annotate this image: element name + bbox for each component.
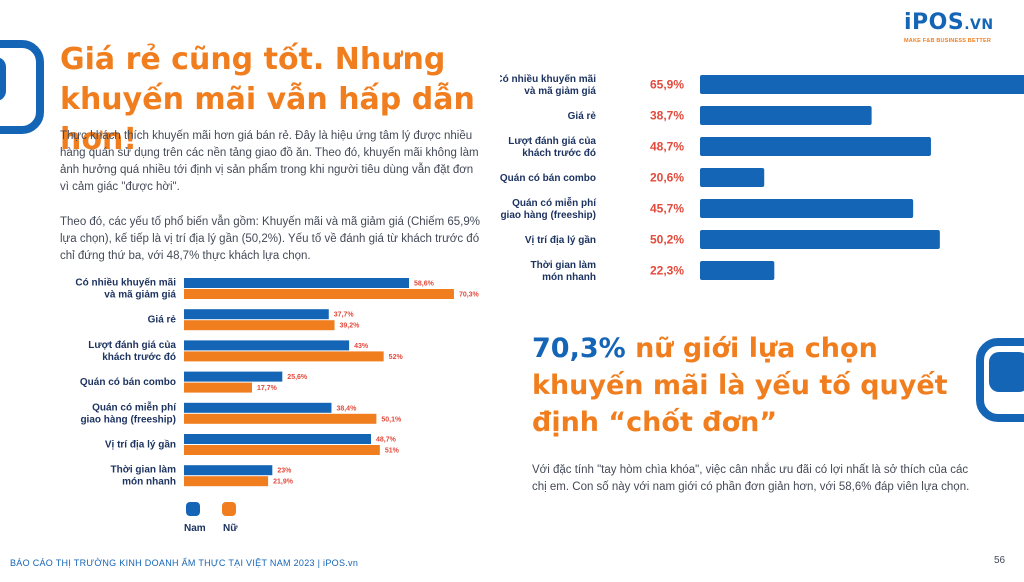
chart2-value-label: 45,7% [650, 202, 684, 216]
chart1-category-label: Lượt đánh giá của [88, 340, 176, 351]
chart2-category-label: khách trước đó [522, 148, 596, 159]
chart2-category-label: Giá rẻ [568, 111, 597, 122]
bar-nam [184, 371, 283, 382]
bar-value-label: 37,7% [334, 312, 355, 319]
bar-overall [700, 137, 931, 156]
bar-value-label: 51% [385, 448, 400, 455]
chart1-category-label: và mã giảm giá [104, 290, 176, 301]
decorative-frame-left [0, 40, 44, 134]
bar-nam [184, 309, 329, 320]
ipos-logo[interactable]: iPOS.VN [904, 10, 994, 35]
chart1-category-label: Quán có bán combo [80, 377, 176, 388]
bar-nu [184, 413, 377, 424]
bar-overall [700, 75, 1024, 94]
chart1-category-label: Giá rẻ [148, 315, 177, 326]
legend-label-nu: Nữ [223, 523, 238, 534]
decorative-block-right [989, 352, 1024, 392]
bar-overall [700, 261, 775, 280]
chart2-category-label: giao hàng (freeship) [500, 210, 596, 221]
bar-value-label: 43% [354, 343, 369, 350]
logo-tagline: MAKE F&B BUSINESS BETTER [904, 38, 991, 44]
chart2-value-label: 22,3% [650, 264, 684, 278]
headline-stat: 70,3% nữ giới lựa chọn khuyến mãi là yếu… [532, 330, 972, 441]
bar-nu [184, 382, 252, 393]
chart2-value-label: 38,7% [650, 109, 684, 123]
chart2-value-label: 20,6% [650, 171, 684, 185]
bar-value-label: 70,3% [459, 292, 480, 299]
bar-value-label: 38,4% [336, 405, 357, 412]
chart1-category-label: Quán có miễn phí [92, 400, 177, 413]
logo-brand: iPOS [904, 10, 965, 35]
legend-swatch-nam [186, 502, 200, 516]
headline-highlight: 70,3% [532, 333, 626, 364]
chart2-value-label: 65,9% [650, 78, 684, 92]
bar-value-label: 50,1% [381, 416, 402, 423]
bar-value-label: 21,9% [273, 479, 294, 486]
chart1-category-label: Vị trí địa lý gần [105, 439, 176, 451]
chart2-category-label: và mã giảm giá [524, 86, 596, 97]
chart2-category-label: Có nhiều khuyến mãi [500, 73, 596, 85]
female-paragraph: Với đặc tính "tay hòm chìa khóa", việc c… [532, 464, 970, 493]
chart2-value-label: 50,2% [650, 233, 684, 247]
bar-nam [184, 402, 332, 413]
chart2-category-label: Quán có miễn phí [512, 196, 597, 209]
bar-nu [184, 476, 269, 487]
bar-overall [700, 168, 765, 187]
chart1-category-label: Thời gian làm [111, 465, 177, 476]
bar-value-label: 48,7% [376, 437, 397, 444]
headline-text: nữ giới lựa chọn khuyến mãi là yếu tố qu… [532, 333, 948, 438]
chart2-category-label: Thời gian làm [531, 260, 597, 271]
page-title: Giá rẻ cũng tốt. Nhưng khuyến mãi vẫn hấ… [60, 42, 475, 157]
chart1-category-label: khách trước đó [102, 352, 176, 363]
factors-paragraph: Theo đó, các yếu tố phổ biến vẫn gồm: Kh… [60, 216, 480, 262]
bar-value-label: 23% [277, 468, 292, 475]
footer-report-title: BÁO CÁO THỊ TRƯỜNG KINH DOANH ẨM THỰC TẠ… [10, 558, 359, 568]
bar-value-label: 52% [389, 354, 404, 361]
bar-nam [184, 278, 410, 288]
bar-value-label: 58,6% [414, 281, 435, 288]
chart1-category-label: món nhanh [122, 477, 176, 488]
bar-nam [184, 465, 273, 476]
bar-value-label: 17,7% [257, 385, 278, 392]
bar-overall [700, 230, 940, 249]
chart2-category-label: Vị trí địa lý gần [525, 234, 596, 246]
bar-nu [184, 320, 335, 331]
chart2-category-label: Quán có bán combo [500, 173, 596, 184]
page-number: 56 [994, 555, 1006, 566]
legend-label-nam: Nam [184, 523, 206, 534]
chart1-category-label: giao hàng (freeship) [80, 414, 176, 425]
intro-paragraph: Thực khách thích khuyến mãi hơn giá bán … [60, 130, 479, 193]
bar-value-label: 25,6% [287, 374, 308, 381]
chart2-category-label: món nhanh [542, 272, 596, 283]
bar-nam [184, 340, 350, 351]
bar-overall [700, 199, 914, 218]
bar-overall [700, 106, 872, 125]
chart2-value-label: 48,7% [650, 140, 684, 154]
legend-swatch-nu [222, 502, 236, 516]
chart1-category-label: Có nhiều khuyến mãi [75, 277, 176, 289]
bar-nu [184, 445, 380, 455]
bar-value-label: 39,2% [340, 323, 361, 330]
chart2-category-label: Lượt đánh giá của [508, 136, 596, 147]
bar-nam [184, 434, 372, 444]
logo-suffix: .VN [964, 17, 994, 33]
decorative-block-left [0, 57, 6, 101]
bar-nu [184, 351, 384, 362]
bar-nu [184, 289, 454, 299]
